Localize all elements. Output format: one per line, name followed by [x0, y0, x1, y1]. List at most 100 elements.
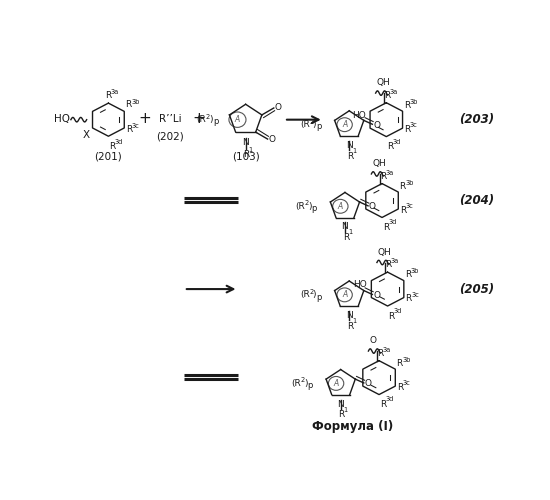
Text: 3a: 3a — [390, 89, 398, 95]
Text: A: A — [342, 120, 347, 129]
Text: N: N — [337, 400, 344, 408]
Text: R: R — [347, 152, 353, 160]
Text: A: A — [342, 290, 347, 300]
Text: N: N — [242, 138, 249, 147]
Text: R: R — [243, 150, 249, 160]
Text: 3c: 3c — [410, 122, 417, 128]
Text: O: O — [373, 290, 380, 300]
Text: R: R — [404, 100, 410, 110]
Text: (201): (201) — [95, 152, 122, 162]
Text: R: R — [405, 294, 412, 303]
Text: 2: 2 — [301, 378, 305, 384]
Text: 1: 1 — [352, 318, 356, 324]
Text: QH: QH — [378, 248, 392, 256]
Text: 3c: 3c — [405, 204, 413, 210]
Text: ): ) — [304, 379, 307, 388]
Text: ): ) — [312, 120, 316, 129]
Text: (205): (205) — [459, 282, 494, 296]
Text: R: R — [105, 91, 111, 100]
Text: O: O — [373, 120, 380, 130]
Text: O: O — [369, 202, 376, 211]
Text: R’’Li: R’’Li — [159, 114, 182, 124]
Text: (R: (R — [292, 379, 301, 388]
Text: N: N — [346, 141, 353, 150]
Text: (204): (204) — [459, 194, 494, 207]
Text: R: R — [397, 358, 403, 368]
Text: 1: 1 — [352, 148, 356, 154]
Text: HO: HO — [351, 110, 365, 120]
Text: 3a: 3a — [386, 170, 394, 176]
Text: QH: QH — [372, 159, 386, 168]
Text: Формула (I): Формула (I) — [312, 420, 393, 433]
Text: (R: (R — [197, 115, 206, 124]
Text: 3a: 3a — [111, 90, 119, 96]
Text: 3b: 3b — [402, 357, 410, 363]
Text: 2: 2 — [206, 114, 210, 119]
Text: ): ) — [309, 202, 312, 211]
Text: 1: 1 — [248, 146, 252, 152]
Text: 3a: 3a — [391, 258, 399, 264]
Text: +: + — [138, 112, 151, 126]
Text: 3d: 3d — [393, 138, 401, 144]
Text: p: p — [312, 204, 317, 213]
Text: R: R — [405, 270, 411, 279]
Text: ): ) — [210, 115, 213, 124]
Text: p: p — [213, 118, 218, 126]
Text: 2: 2 — [305, 200, 309, 206]
Text: 1: 1 — [348, 230, 352, 235]
Text: 3b: 3b — [131, 99, 140, 105]
Text: p: p — [307, 381, 313, 390]
Text: N: N — [342, 222, 348, 232]
Text: R: R — [397, 383, 403, 392]
Text: R: R — [384, 90, 390, 100]
Text: (R: (R — [300, 290, 310, 300]
Text: R: R — [383, 223, 389, 232]
Text: 2: 2 — [309, 118, 313, 124]
Text: O: O — [274, 104, 282, 112]
Text: O: O — [365, 379, 372, 388]
Text: N: N — [346, 311, 353, 320]
Text: 3b: 3b — [409, 99, 418, 105]
Text: 3d: 3d — [394, 308, 403, 314]
Text: (R: (R — [300, 120, 310, 129]
Text: R: R — [109, 142, 115, 152]
Text: O: O — [268, 134, 276, 143]
Text: R: R — [387, 142, 393, 152]
Text: R: R — [380, 172, 386, 180]
Text: (103): (103) — [232, 151, 260, 161]
Text: p: p — [316, 292, 321, 302]
Text: A: A — [333, 379, 339, 388]
Text: R: R — [399, 182, 406, 190]
Text: (202): (202) — [156, 131, 184, 141]
Text: R: R — [347, 322, 353, 331]
Text: 3c: 3c — [411, 292, 419, 298]
Text: 3c: 3c — [131, 122, 139, 128]
Text: HO: HO — [353, 280, 367, 289]
Text: R: R — [400, 206, 406, 214]
Text: R: R — [377, 348, 383, 358]
Text: (203): (203) — [459, 113, 494, 126]
Text: R: R — [125, 100, 132, 110]
Text: X: X — [82, 130, 90, 140]
Text: 1: 1 — [344, 406, 348, 412]
Text: +: + — [192, 112, 205, 126]
Text: 3d: 3d — [386, 396, 394, 402]
Text: R: R — [339, 410, 345, 420]
Text: 3b: 3b — [411, 268, 419, 274]
Text: 3a: 3a — [382, 347, 390, 353]
Text: ): ) — [312, 290, 316, 300]
Text: O: O — [369, 336, 376, 345]
Text: QH: QH — [377, 78, 390, 88]
Text: R: R — [380, 400, 386, 409]
Text: A: A — [235, 115, 240, 124]
Text: 3d: 3d — [388, 220, 397, 226]
Text: R: R — [388, 312, 395, 321]
Text: R: R — [126, 125, 132, 134]
Text: HQ: HQ — [53, 114, 70, 124]
Text: 3c: 3c — [403, 380, 410, 386]
Text: p: p — [316, 122, 321, 132]
Text: R: R — [404, 125, 410, 134]
Text: R: R — [343, 234, 349, 242]
Text: 3b: 3b — [405, 180, 414, 186]
Text: A: A — [338, 202, 343, 211]
